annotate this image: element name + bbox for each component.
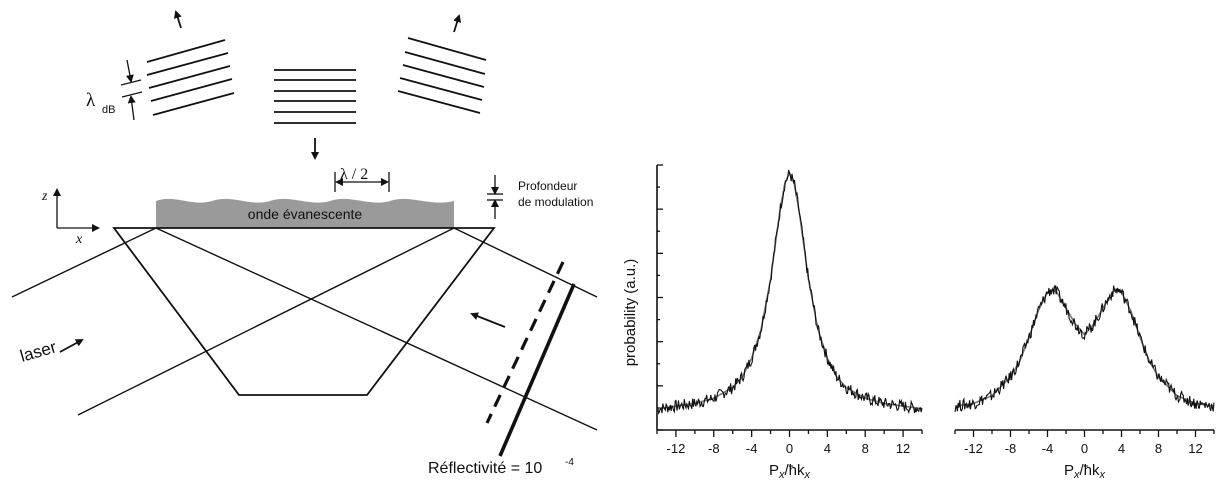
axis-z-label: z [41, 189, 48, 204]
wavefront-center [274, 69, 356, 124]
reflected-arrow [470, 312, 506, 328]
mirror-solid [498, 283, 576, 457]
x-tick-label: 8 [1155, 441, 1162, 456]
x-tick-label: -8 [708, 441, 720, 456]
x-tick-label: -12 [964, 441, 983, 456]
x-tick-label: -12 [667, 441, 686, 456]
evanescent-wave-band [156, 198, 454, 228]
x-tick-label: 4 [824, 441, 831, 456]
x-axis-label: Px/ħkx [1064, 462, 1106, 481]
depth-label-2: de modulation [518, 195, 593, 209]
wavelength-sub: dB [102, 104, 115, 116]
matter-wave-diagram [53, 10, 503, 232]
mirror-dashed [485, 261, 565, 424]
prism [112, 227, 496, 396]
data-trace [954, 285, 1215, 413]
wavefront-right [397, 37, 487, 114]
x-tick-label: -4 [1042, 441, 1054, 456]
x-tick-label: 0 [1081, 441, 1088, 456]
period-marker [334, 172, 390, 192]
x-tick-label: 8 [862, 441, 869, 456]
fit-curve [656, 172, 923, 410]
laser-arrow [59, 339, 84, 353]
momentum-chart-left: -12 -8 -4 0 4 8 12 Px/ħkx probability (a.u.) [622, 164, 923, 481]
evanescent-label: onde évanescente [248, 206, 363, 222]
wavelength-marker [120, 59, 143, 121]
x-axis-label: Px/ħkx [769, 462, 811, 481]
laser-label: laser [18, 337, 59, 366]
axes-icon [53, 188, 100, 232]
depth-marker [487, 175, 503, 219]
arrow-up-left [173, 10, 182, 29]
x-tick-label: -8 [1005, 441, 1017, 456]
data-trace [656, 169, 923, 416]
x-tick-label: 4 [1118, 441, 1125, 456]
reflectivity-label: Réflectivité = 10 [428, 460, 542, 477]
x-tick-label: 12 [896, 441, 910, 456]
axis-x-label: x [75, 232, 83, 247]
momentum-chart-right: -12 -8 -4 0 4 8 12 Px/ħkx [954, 285, 1215, 481]
wavefront-left [146, 39, 235, 116]
laser-beams [11, 227, 598, 431]
x-tick-label: 12 [1188, 441, 1202, 456]
x-tick-label: -4 [746, 441, 758, 456]
period-label: λ / 2 [340, 166, 368, 183]
y-axis-label: probability (a.u.) [622, 259, 639, 367]
x-tick-label: 0 [786, 441, 793, 456]
arrow-up-right [453, 14, 462, 33]
depth-label-1: Profondeur [518, 179, 577, 193]
reflectivity-exponent: -4 [565, 457, 574, 468]
wavelength-label: λ [86, 90, 96, 111]
fit-curve [954, 288, 1215, 407]
